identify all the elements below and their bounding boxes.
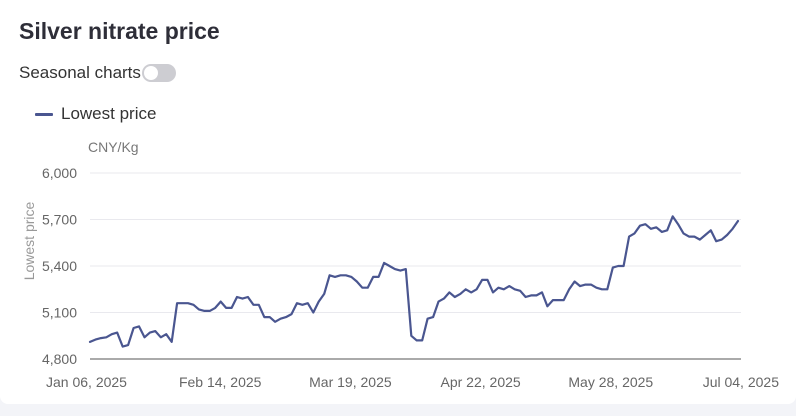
y-tick-label: 5,700 [42,212,77,228]
y-tick-label: 5,100 [42,305,77,321]
x-tick-label: May 28, 2025 [568,374,653,390]
y-tick-label: 5,400 [42,258,77,274]
x-tick-label: Jan 06, 2025 [46,374,127,390]
series-line-lowest-price[interactable] [88,215,740,348]
price-card: Silver nitrate price Seasonal charts Low… [0,0,796,404]
x-tick-label: Jul 04, 2025 [703,374,779,390]
seasonal-charts-control: Seasonal charts [19,62,176,84]
legend-label: Lowest price [61,104,157,123]
seasonal-charts-toggle[interactable] [141,64,176,82]
x-tick-label: Apr 22, 2025 [441,374,521,390]
price-line-chart: 4,800 5,100 5,400 5,700 6,000 Jan 06, 2025 Fe… [21,165,779,390]
toggle-knob [143,66,158,80]
seasonal-charts-label: Seasonal charts [19,63,141,82]
y-tick-label: 6,000 [42,165,77,181]
unit-label: CNY/Kg [88,139,139,155]
x-tick-label: Feb 14, 2025 [179,374,262,390]
page-title: Silver nitrate price [19,18,220,44]
y-tick-label: 4,800 [42,351,77,367]
chart-legend[interactable]: Lowest price [35,103,156,125]
x-tick-label: Mar 19, 2025 [309,374,392,390]
legend-line-swatch [35,112,53,116]
y-axis-label: Lowest price [21,201,37,280]
